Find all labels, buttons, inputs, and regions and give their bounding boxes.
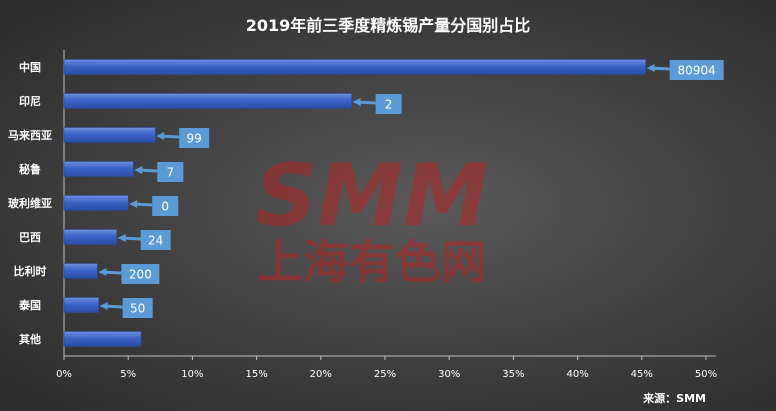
x-tick-label: 50% <box>695 369 717 380</box>
category-label: 玻利维亚 <box>8 196 52 210</box>
x-tick-label: 35% <box>502 369 524 380</box>
category-label: 马来西亚 <box>8 128 52 142</box>
x-tick-label: 20% <box>310 369 332 380</box>
bar-group <box>63 59 646 347</box>
bar <box>63 195 129 211</box>
watermark-logo: SMM 上海有色网 <box>255 146 488 289</box>
chart-title: 2019年前三季度精炼锡产量分国别占比 <box>246 16 531 35</box>
watermark-name: 上海有色网 <box>257 235 487 289</box>
callout-box <box>375 94 402 114</box>
callout-box <box>140 230 171 250</box>
category-label: 比利时 <box>14 264 47 278</box>
data-label: 80904 <box>678 64 716 78</box>
callout-arrowhead <box>646 64 655 72</box>
bar <box>63 297 99 313</box>
x-tick-label: 25% <box>374 369 396 380</box>
x-tick-label: 30% <box>438 369 460 380</box>
category-label: 秘鲁 <box>19 162 41 176</box>
callout-box <box>157 162 184 182</box>
callout-box <box>669 60 724 80</box>
bar <box>63 161 134 177</box>
x-tick-label: 5% <box>120 369 136 380</box>
x-tick-label: 0% <box>56 369 72 380</box>
callout-box <box>152 196 179 216</box>
data-label: 99 <box>187 132 202 146</box>
callout-arrowhead <box>352 98 361 106</box>
bar <box>63 263 98 279</box>
x-ticks: 0% 5% 10% 15% 20% 25% 30% 35% 40% 45% 50% <box>56 356 717 380</box>
bar <box>63 59 646 75</box>
watermark-smm: SMM <box>255 146 488 246</box>
category-label: 印尼 <box>19 95 41 108</box>
data-label: 50 <box>130 302 145 316</box>
callout-box <box>121 264 160 284</box>
data-label: 2 <box>385 98 393 112</box>
bar <box>63 229 117 245</box>
callout-arrowhead <box>99 302 108 310</box>
category-label: 巴西 <box>19 231 41 244</box>
data-label: 0 <box>161 200 169 214</box>
data-label: 24 <box>148 234 163 248</box>
bar <box>63 93 352 109</box>
bar <box>63 331 142 347</box>
x-tick-label: 40% <box>566 369 588 380</box>
x-tick-label: 10% <box>181 369 203 380</box>
x-tick-label: 15% <box>245 369 267 380</box>
data-label: 7 <box>167 166 175 180</box>
callout-arrowhead <box>98 268 107 276</box>
callout-arrowhead <box>156 132 165 140</box>
category-label: 泰国 <box>18 298 41 312</box>
callout-arrowhead <box>134 166 143 174</box>
bar <box>63 127 156 143</box>
category-label: 中国 <box>19 60 41 74</box>
x-tick-label: 45% <box>631 369 653 380</box>
callout-box <box>179 128 210 148</box>
source-note: 来源：SMM <box>642 391 706 405</box>
data-label: 200 <box>129 268 152 282</box>
callout-arrowhead <box>117 234 126 242</box>
callout-arrowhead <box>129 200 138 208</box>
category-label: 其他 <box>19 332 41 346</box>
data-label-callouts: 80904 2 99 7 0 24 200 50 <box>98 60 724 318</box>
callout-box <box>122 298 153 318</box>
